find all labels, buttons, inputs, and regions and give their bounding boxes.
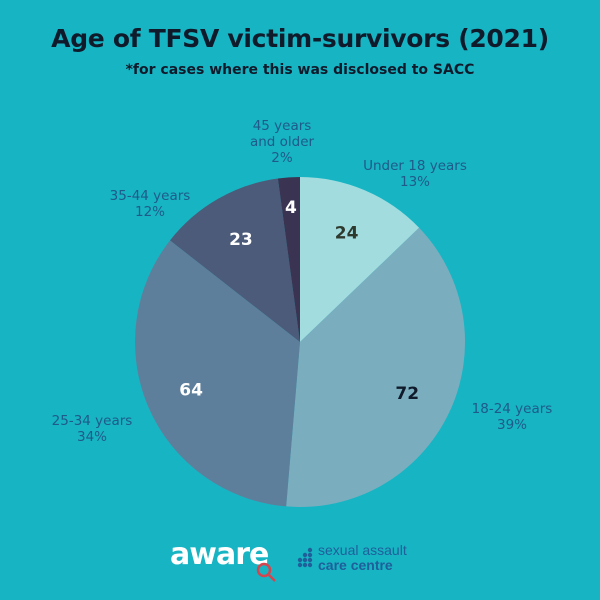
female-symbol-icon <box>256 562 276 582</box>
slice-name-label: 25-34 years <box>52 413 133 429</box>
sacc-line-2: care centre <box>318 557 393 573</box>
slice-value-label-3: 64 <box>179 381 203 401</box>
slice-name-label: 45 years <box>253 118 312 134</box>
slice-category-label-5: 45 years and older 2% <box>250 118 315 166</box>
chart-subtitle: *for cases where this was disclosed to S… <box>125 62 475 78</box>
pie-slice-1 <box>300 177 420 342</box>
pie-slice-3 <box>135 240 300 507</box>
pie-slice-5 <box>277 177 300 342</box>
slice-name-label: and older <box>250 134 315 150</box>
slice-value-label-1: 24 <box>335 224 359 244</box>
aware-logo: aware <box>170 537 269 572</box>
slice-category-label-3: 25-34 years 34% <box>52 413 133 445</box>
slice-value-label-5: 4 <box>285 198 297 218</box>
slice-name-label: Under 18 years <box>363 158 467 174</box>
pie-slice-2 <box>286 227 466 508</box>
sacc-dots-icon <box>297 547 313 568</box>
slice-value-label-2: 72 <box>395 384 419 404</box>
slice-name-label: 18-24 years <box>472 401 553 417</box>
slice-percent-label: 2% <box>271 150 293 166</box>
slice-category-label-2: 18-24 years 39% <box>472 401 553 433</box>
sacc-line-1: sexual assault <box>318 542 407 558</box>
pie-category-labels: Under 18 years 13% 18-24 years 39% 25-34 yea… <box>52 118 553 445</box>
slice-name-label: 35-44 years <box>110 188 191 204</box>
sacc-logo-text: sexual assault care centre <box>318 543 407 573</box>
slice-percent-label: 39% <box>497 417 527 433</box>
slice-category-label-1: Under 18 years 13% <box>363 158 467 190</box>
slice-percent-label: 13% <box>400 174 430 190</box>
chart-title: Age of TFSV victim-survivors (2021) <box>51 24 549 53</box>
slice-value-label-4: 23 <box>229 230 253 250</box>
pie-slices <box>135 177 466 508</box>
footer-logos: aware sexual assault care centre <box>0 535 600 585</box>
slice-category-label-4: 35-44 years 12% <box>110 188 191 220</box>
slice-percent-label: 12% <box>135 204 165 220</box>
pie-slice-4 <box>170 178 300 342</box>
slice-percent-label: 34% <box>77 429 107 445</box>
pie-value-labels: 24 72 64 23 4 <box>179 198 419 404</box>
